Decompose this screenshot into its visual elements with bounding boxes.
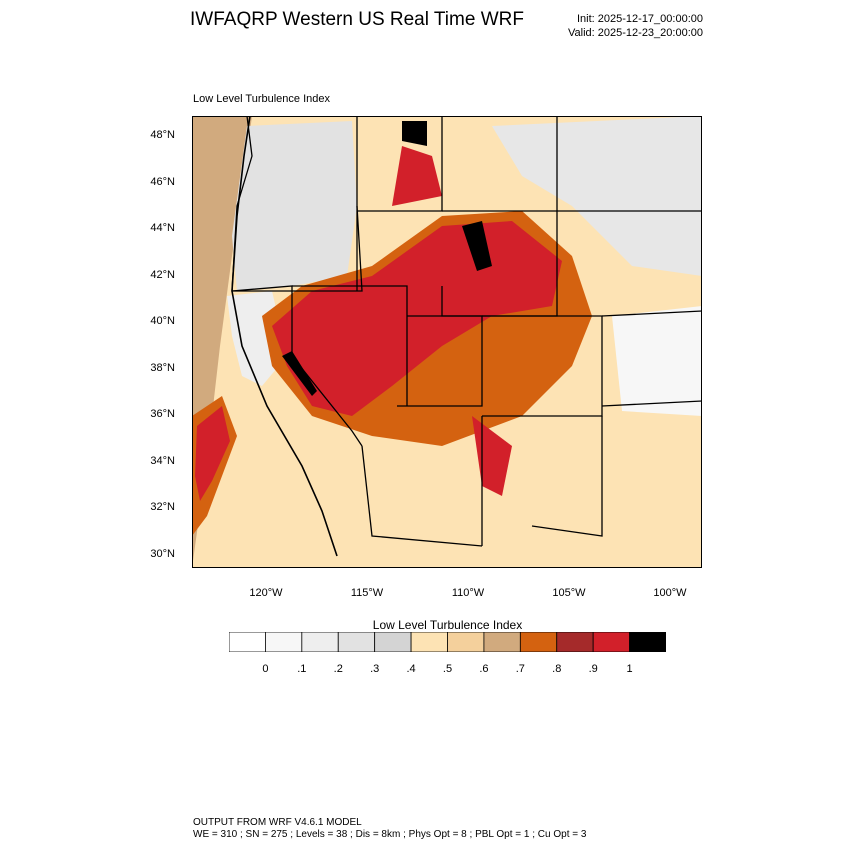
page-title: IWFAQRP Western US Real Time WRF [190,9,524,30]
coastline [231,116,338,557]
colorbar-swatch [556,632,594,652]
central-plains-low [612,306,702,416]
colorbar-tick-label: 1 [626,663,633,675]
lon-label: 100°W [653,587,687,599]
colorbar-swatch [374,632,412,652]
footer-model: OUTPUT FROM WRF V4.6.1 MODEL [193,817,362,828]
footer-config: WE = 310 ; SN = 275 ; Levels = 38 ; Dis … [193,829,587,840]
sierra-max-cell [282,351,317,396]
colorbar-tick-label: 0 [262,663,269,675]
colorbar-tick-label: .7 [515,663,525,675]
lon-label: 110°W [451,587,485,599]
lat-label: 48°N [150,129,175,141]
colorbar-tick-label: .1 [297,663,307,675]
field-label: Low Level Turbulence Index [193,93,330,105]
colorbar-swatch [519,632,558,652]
ocean-turbulence-core [195,406,230,501]
colorbar-tick-label: .8 [552,663,562,675]
turbulence-map [192,116,702,568]
lat-label: 32°N [150,501,175,513]
colorbar-tick-label: .3 [370,663,380,675]
map-canvas [192,116,702,568]
northern-plains-low [492,116,702,276]
state-borders [231,116,702,547]
colorbar-swatch [337,632,376,652]
colorbar-swatch [265,632,303,652]
montana-max-cell [402,121,427,146]
lat-label: 42°N [150,269,175,281]
colorbar-tick-label: .6 [479,663,489,675]
colorbar-swatch [629,632,666,652]
colorbar-swatch [301,632,339,652]
lat-label: 44°N [150,222,175,234]
lon-label: 120°W [249,587,283,599]
lat-label: 38°N [150,362,175,374]
colorbar-tick-label: .9 [588,663,598,675]
colorbar [229,632,666,652]
lon-label: 115°W [350,587,384,599]
colorbar-tick-label: .5 [442,663,453,675]
lat-label: 46°N [150,176,175,188]
lat-label: 30°N [150,548,175,560]
lon-label: 105°W [552,587,586,599]
colorbar-swatch [447,632,485,652]
lat-label: 36°N [150,408,175,420]
colorbar-tick-label: .4 [406,663,416,675]
colorbar-swatch [410,632,448,652]
pnw-low-region [232,121,357,291]
colorbar-swatch [483,632,521,652]
colorbar-title: Low Level Turbulence Index [372,618,523,632]
init-time: Init: 2025-12-17_00:00:00 [577,13,703,25]
valid-time: Valid: 2025-12-23_20:00:00 [568,27,703,39]
colorbar-swatch [229,632,266,652]
colorbar-swatch [592,632,630,652]
lat-label: 40°N [150,315,175,327]
high-terrain-red [272,221,562,416]
wyoming-max-cell [462,221,492,271]
lat-label: 34°N [150,455,175,467]
montana-red [392,146,442,206]
map-border [192,116,702,568]
colorbar-tick-label: .2 [333,663,343,675]
